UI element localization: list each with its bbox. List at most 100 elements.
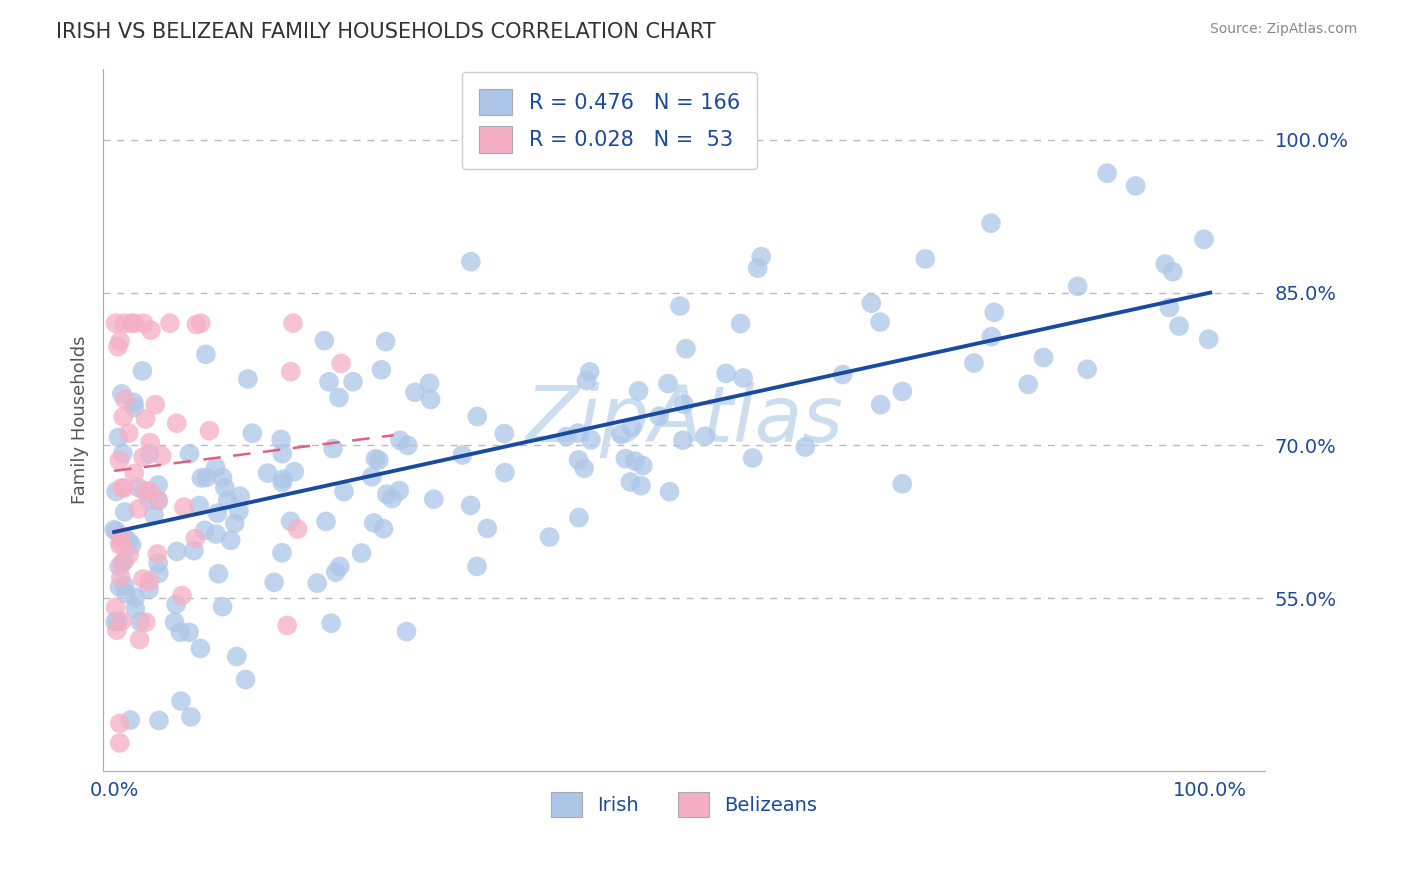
- Point: [388, 483, 411, 498]
- Point: [980, 216, 1002, 230]
- Point: [381, 491, 404, 506]
- Point: [869, 315, 891, 329]
- Legend: Irish, Belizeans: Irish, Belizeans: [543, 784, 825, 825]
- Point: [114, 316, 136, 330]
- Point: [124, 467, 146, 481]
- Point: [271, 447, 294, 461]
- Point: [423, 492, 446, 507]
- Point: [307, 576, 329, 591]
- Point: [188, 641, 211, 656]
- Point: [108, 716, 131, 731]
- Point: [110, 570, 132, 584]
- Point: [108, 334, 131, 349]
- Point: [538, 530, 561, 544]
- Point: [619, 475, 641, 489]
- Point: [1017, 377, 1039, 392]
- Point: [132, 572, 155, 586]
- Point: [363, 516, 385, 530]
- Point: [388, 434, 411, 448]
- Point: [983, 305, 1005, 319]
- Point: [194, 524, 217, 538]
- Point: [110, 536, 132, 550]
- Point: [396, 438, 419, 452]
- Point: [104, 615, 127, 629]
- Point: [128, 481, 150, 495]
- Point: [1168, 319, 1191, 334]
- Point: [869, 398, 891, 412]
- Point: [124, 401, 146, 415]
- Point: [360, 469, 382, 483]
- Point: [494, 426, 516, 441]
- Point: [138, 447, 160, 461]
- Point: [114, 578, 136, 592]
- Point: [112, 481, 135, 495]
- Point: [148, 494, 170, 508]
- Point: [328, 391, 350, 405]
- Point: [146, 547, 169, 561]
- Point: [1076, 362, 1098, 376]
- Point: [146, 556, 169, 570]
- Point: [108, 453, 131, 467]
- Point: [270, 433, 292, 447]
- Point: [229, 489, 252, 503]
- Point: [128, 501, 150, 516]
- Point: [135, 615, 157, 630]
- Point: [105, 484, 128, 499]
- Point: [367, 453, 389, 467]
- Point: [179, 447, 201, 461]
- Point: [111, 446, 134, 460]
- Point: [627, 384, 650, 398]
- Point: [318, 375, 340, 389]
- Point: [419, 392, 441, 407]
- Point: [235, 673, 257, 687]
- Point: [188, 499, 211, 513]
- Point: [568, 510, 591, 524]
- Point: [283, 465, 305, 479]
- Point: [1066, 279, 1088, 293]
- Point: [831, 368, 853, 382]
- Point: [263, 575, 285, 590]
- Point: [142, 508, 165, 522]
- Point: [614, 451, 637, 466]
- Point: [108, 559, 131, 574]
- Point: [271, 475, 294, 490]
- Point: [342, 375, 364, 389]
- Point: [330, 356, 353, 370]
- Point: [150, 449, 173, 463]
- Point: [375, 487, 398, 501]
- Point: [794, 440, 817, 454]
- Point: [672, 397, 695, 411]
- Point: [395, 624, 418, 639]
- Point: [108, 580, 131, 594]
- Point: [135, 412, 157, 426]
- Point: [190, 471, 212, 485]
- Point: [658, 484, 681, 499]
- Point: [111, 481, 134, 495]
- Point: [205, 527, 228, 541]
- Point: [271, 546, 294, 560]
- Point: [180, 710, 202, 724]
- Y-axis label: Family Households: Family Households: [72, 335, 89, 504]
- Point: [610, 427, 633, 442]
- Point: [620, 420, 643, 434]
- Point: [163, 615, 186, 630]
- Point: [579, 433, 602, 447]
- Point: [139, 435, 162, 450]
- Point: [121, 538, 143, 552]
- Point: [451, 448, 474, 462]
- Point: [574, 461, 596, 475]
- Point: [465, 559, 488, 574]
- Point: [122, 316, 145, 330]
- Point: [124, 601, 146, 615]
- Point: [165, 598, 187, 612]
- Point: [741, 450, 763, 465]
- Point: [139, 323, 162, 337]
- Point: [240, 426, 263, 441]
- Point: [159, 316, 181, 330]
- Point: [169, 625, 191, 640]
- Text: IRISH VS BELIZEAN FAMILY HOUSEHOLDS CORRELATION CHART: IRISH VS BELIZEAN FAMILY HOUSEHOLDS CORR…: [56, 22, 716, 42]
- Point: [672, 434, 695, 448]
- Point: [374, 334, 396, 349]
- Point: [146, 493, 169, 508]
- Point: [1161, 265, 1184, 279]
